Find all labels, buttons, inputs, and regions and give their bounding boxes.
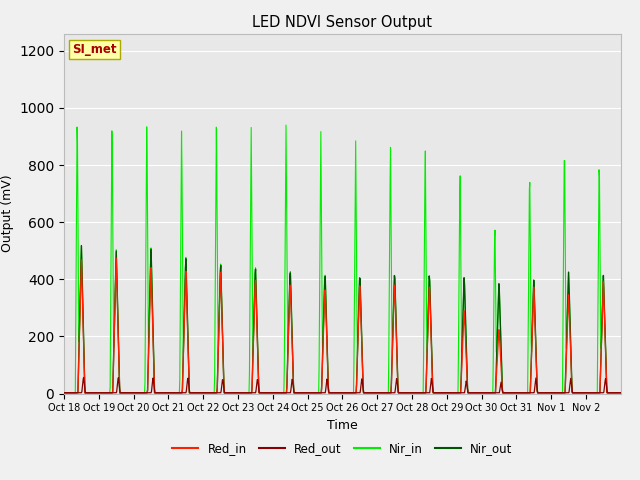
X-axis label: Time: Time [327,419,358,432]
Legend: Red_in, Red_out, Nir_in, Nir_out: Red_in, Red_out, Nir_in, Nir_out [168,437,517,460]
Text: SI_met: SI_met [72,43,117,56]
Title: LED NDVI Sensor Output: LED NDVI Sensor Output [252,15,433,30]
Y-axis label: Output (mV): Output (mV) [1,175,13,252]
